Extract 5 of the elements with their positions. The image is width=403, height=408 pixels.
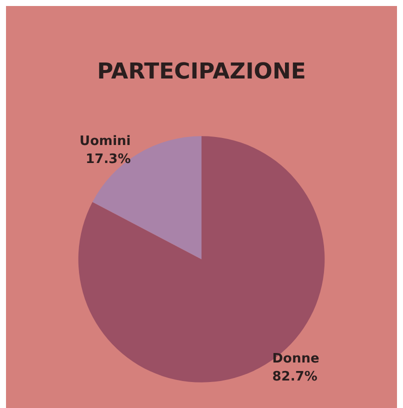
slice-label: Uomini bbox=[80, 134, 131, 149]
data-label: 17.3% bbox=[86, 152, 131, 167]
data-label: 82.7% bbox=[272, 370, 318, 385]
slice-label: Donne bbox=[272, 352, 320, 367]
chart-title: PARTECIPAZIONE bbox=[97, 60, 306, 84]
